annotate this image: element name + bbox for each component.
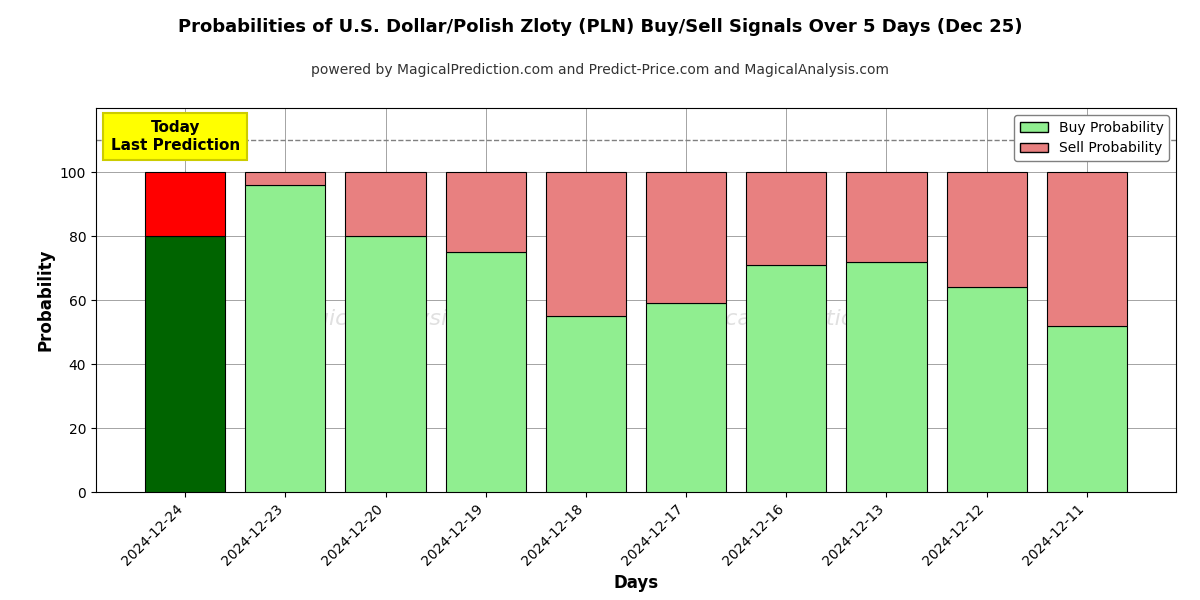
Bar: [746, 172, 827, 265]
Text: Today
Last Prediction: Today Last Prediction: [110, 121, 240, 153]
Bar: [846, 172, 926, 262]
Bar: [1046, 326, 1127, 492]
Y-axis label: Probability: Probability: [36, 249, 54, 351]
Bar: [445, 172, 526, 252]
Text: MagicalAnalysis.com: MagicalAnalysis.com: [283, 309, 514, 329]
Text: powered by MagicalPrediction.com and Predict-Price.com and MagicalAnalysis.com: powered by MagicalPrediction.com and Pre…: [311, 63, 889, 77]
Bar: [245, 185, 325, 492]
Bar: [346, 236, 426, 492]
Bar: [346, 172, 426, 236]
Bar: [947, 287, 1027, 492]
Bar: [546, 172, 626, 316]
Legend: Buy Probability, Sell Probability: Buy Probability, Sell Probability: [1014, 115, 1169, 161]
Bar: [245, 172, 325, 185]
Text: MagicalPrediction.com: MagicalPrediction.com: [672, 309, 924, 329]
Bar: [145, 172, 226, 236]
Bar: [646, 303, 726, 492]
Bar: [546, 316, 626, 492]
Text: Probabilities of U.S. Dollar/Polish Zloty (PLN) Buy/Sell Signals Over 5 Days (De: Probabilities of U.S. Dollar/Polish Zlot…: [178, 18, 1022, 36]
Bar: [846, 262, 926, 492]
X-axis label: Days: Days: [613, 574, 659, 592]
Bar: [947, 172, 1027, 287]
Bar: [145, 236, 226, 492]
Bar: [1046, 172, 1127, 326]
Bar: [746, 265, 827, 492]
Bar: [445, 252, 526, 492]
Bar: [646, 172, 726, 303]
